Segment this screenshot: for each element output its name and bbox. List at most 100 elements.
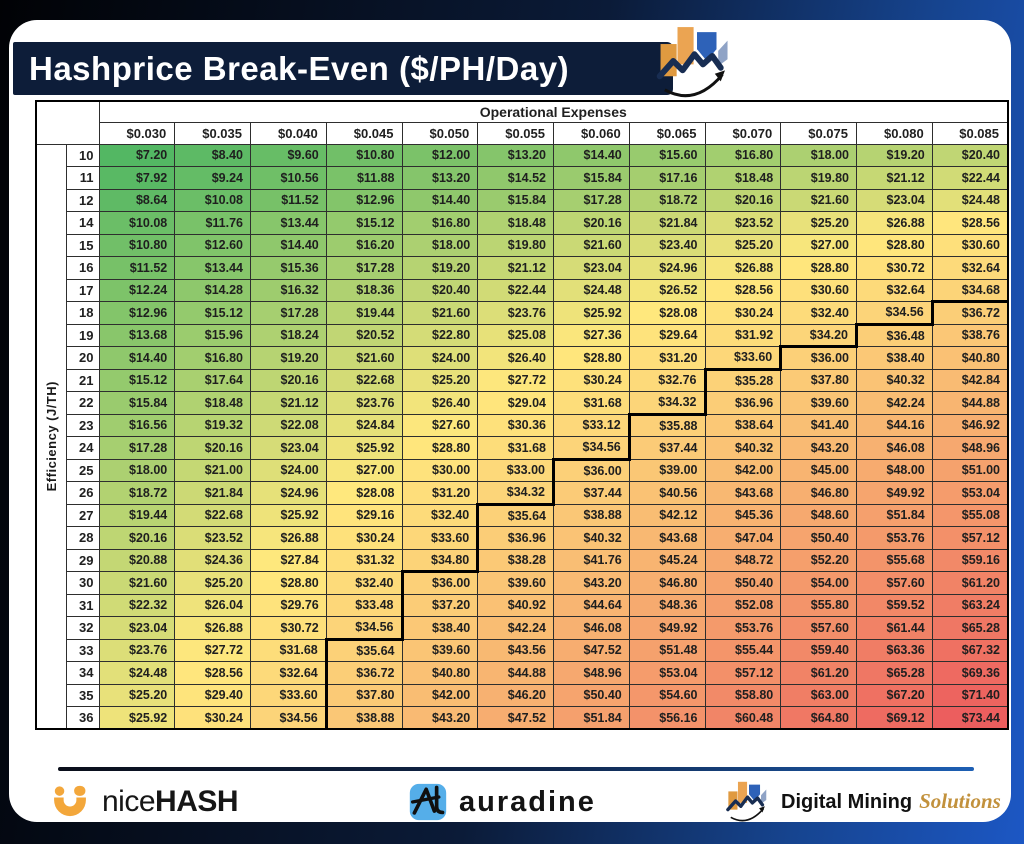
- value-cell: $12.00: [401, 143, 479, 167]
- value-cell: $53.04: [628, 661, 706, 685]
- table-row: 36 $25.92 $30.24 $34.56 $38.88 $43.20 $47.52 $5…: [36, 706, 1009, 730]
- value-cell: $22.08: [250, 413, 327, 437]
- value-cell: $21.00: [174, 458, 251, 482]
- value-cell: $67.20: [856, 683, 933, 707]
- value-cell: $15.84: [477, 188, 554, 212]
- value-cell: $24.84: [325, 413, 403, 437]
- value-cell: $21.12: [856, 166, 933, 190]
- value-cell: $46.80: [628, 571, 706, 595]
- corner-cell: [35, 100, 100, 145]
- dms-solutions-label: Solutions: [919, 788, 1001, 813]
- value-cell: $10.08: [174, 188, 251, 212]
- value-cell: $37.80: [324, 683, 403, 707]
- value-cell: $69.36: [931, 661, 1009, 685]
- value-cell: $40.32: [553, 526, 630, 550]
- value-cell: $28.80: [553, 346, 630, 370]
- row-header: 19: [65, 323, 100, 347]
- value-cell: $19.32: [174, 413, 251, 437]
- value-cell: $18.48: [704, 166, 782, 190]
- row-header: 34: [65, 661, 100, 685]
- value-cell: $21.60: [98, 571, 176, 595]
- value-cell: $29.04: [477, 391, 554, 415]
- value-cell: $10.08: [98, 211, 176, 235]
- value-cell: $18.00: [401, 233, 479, 257]
- value-cell: $13.20: [477, 143, 554, 167]
- value-cell: $18.48: [477, 211, 554, 235]
- header-group-row: Operational Expenses: [35, 100, 1009, 145]
- column-header: $0.045: [325, 121, 403, 145]
- value-cell: $40.56: [628, 481, 706, 505]
- value-cell: $15.12: [174, 301, 251, 325]
- value-cell: $44.64: [553, 593, 630, 617]
- value-cell: $33.60: [704, 346, 782, 371]
- value-cell: $53.76: [856, 526, 933, 550]
- value-cell: $12.96: [98, 301, 176, 325]
- table-row: 25 $18.00 $21.00 $24.00 $27.00 $30.00 $33.00 $3…: [36, 458, 1009, 482]
- value-cell: $43.20: [401, 706, 479, 730]
- row-header: 15: [65, 233, 100, 257]
- value-cell: $10.80: [325, 143, 403, 167]
- value-cell: $31.68: [553, 391, 630, 415]
- value-cell: $17.28: [325, 256, 403, 280]
- value-cell: $57.60: [780, 616, 857, 640]
- value-cell: $21.12: [250, 391, 327, 415]
- digital-mining-solutions-logo: Digital Mining Solutions: [725, 778, 1001, 824]
- value-cell: $38.28: [476, 548, 554, 572]
- value-cell: $73.44: [931, 706, 1009, 730]
- value-cell: $39.60: [780, 391, 857, 415]
- value-cell: $48.72: [704, 548, 782, 572]
- value-cell: $50.40: [553, 683, 630, 707]
- value-cell: $40.32: [704, 436, 782, 460]
- value-cell: $24.96: [250, 481, 327, 505]
- table-row: 14 $10.08 $11.76 $13.44 $15.12 $16.80 $18.48 $2…: [36, 211, 1009, 235]
- value-cell: $20.52: [325, 323, 403, 347]
- table-row: 30 $21.60 $25.20 $28.80 $32.40 $36.00 $39.60 $4…: [36, 571, 1009, 595]
- value-cell: $21.60: [401, 301, 479, 325]
- value-cell: $14.40: [250, 233, 327, 257]
- value-cell: $30.72: [250, 616, 327, 640]
- value-cell: $24.96: [628, 256, 706, 280]
- table-row: 31 $22.32 $26.04 $29.76 $33.48 $37.20 $40.92 $4…: [36, 593, 1009, 617]
- value-cell: $51.84: [856, 503, 933, 527]
- value-cell: $15.84: [98, 391, 176, 415]
- column-header: $0.050: [401, 121, 479, 145]
- value-cell: $14.28: [174, 278, 251, 302]
- title-bar: Hashprice Break-Even ($/PH/Day): [13, 42, 673, 95]
- value-cell: $31.92: [704, 323, 782, 347]
- value-cell: $43.20: [553, 571, 630, 595]
- value-cell: $34.32: [477, 481, 554, 506]
- value-cell: $30.00: [401, 458, 479, 482]
- table-row: 22 $15.84 $18.48 $21.12 $23.76 $26.40 $29.04 $3…: [36, 391, 1009, 416]
- value-cell: $71.40: [931, 683, 1009, 707]
- value-cell: $27.36: [553, 323, 630, 347]
- value-cell: $29.76: [250, 593, 327, 617]
- value-cell: $20.16: [704, 188, 782, 212]
- value-cell: $32.64: [931, 256, 1009, 280]
- value-cell: $40.32: [856, 368, 933, 392]
- value-cell: $45.36: [704, 503, 782, 527]
- value-cell: $11.76: [174, 211, 251, 235]
- value-cell: $29.40: [174, 683, 251, 707]
- table-row: 29 $20.88 $24.36 $27.84 $31.32 $34.80 $38.28 $4…: [36, 548, 1009, 573]
- value-cell: $27.60: [401, 413, 479, 437]
- row-header: 18: [65, 301, 100, 325]
- value-cell: $13.68: [98, 323, 176, 347]
- row-header: 24: [65, 436, 100, 460]
- value-cell: $38.88: [324, 706, 403, 730]
- value-cell: $17.64: [174, 368, 251, 392]
- value-cell: $57.60: [856, 571, 933, 595]
- value-cell: $25.08: [477, 323, 554, 347]
- row-header: 35: [65, 683, 100, 707]
- value-cell: $13.44: [174, 256, 251, 280]
- value-cell: $18.36: [325, 278, 403, 302]
- value-cell: $11.52: [250, 188, 327, 212]
- row-header: 36: [65, 706, 100, 730]
- value-cell: $40.92: [477, 593, 554, 617]
- value-cell: $28.56: [931, 211, 1009, 235]
- column-header: $0.085: [931, 121, 1009, 145]
- value-cell: $18.00: [98, 458, 176, 482]
- value-cell: $25.20: [780, 211, 857, 235]
- value-cell: $34.20: [780, 323, 857, 348]
- value-cell: $35.64: [324, 638, 403, 662]
- value-cell: $27.72: [477, 368, 554, 392]
